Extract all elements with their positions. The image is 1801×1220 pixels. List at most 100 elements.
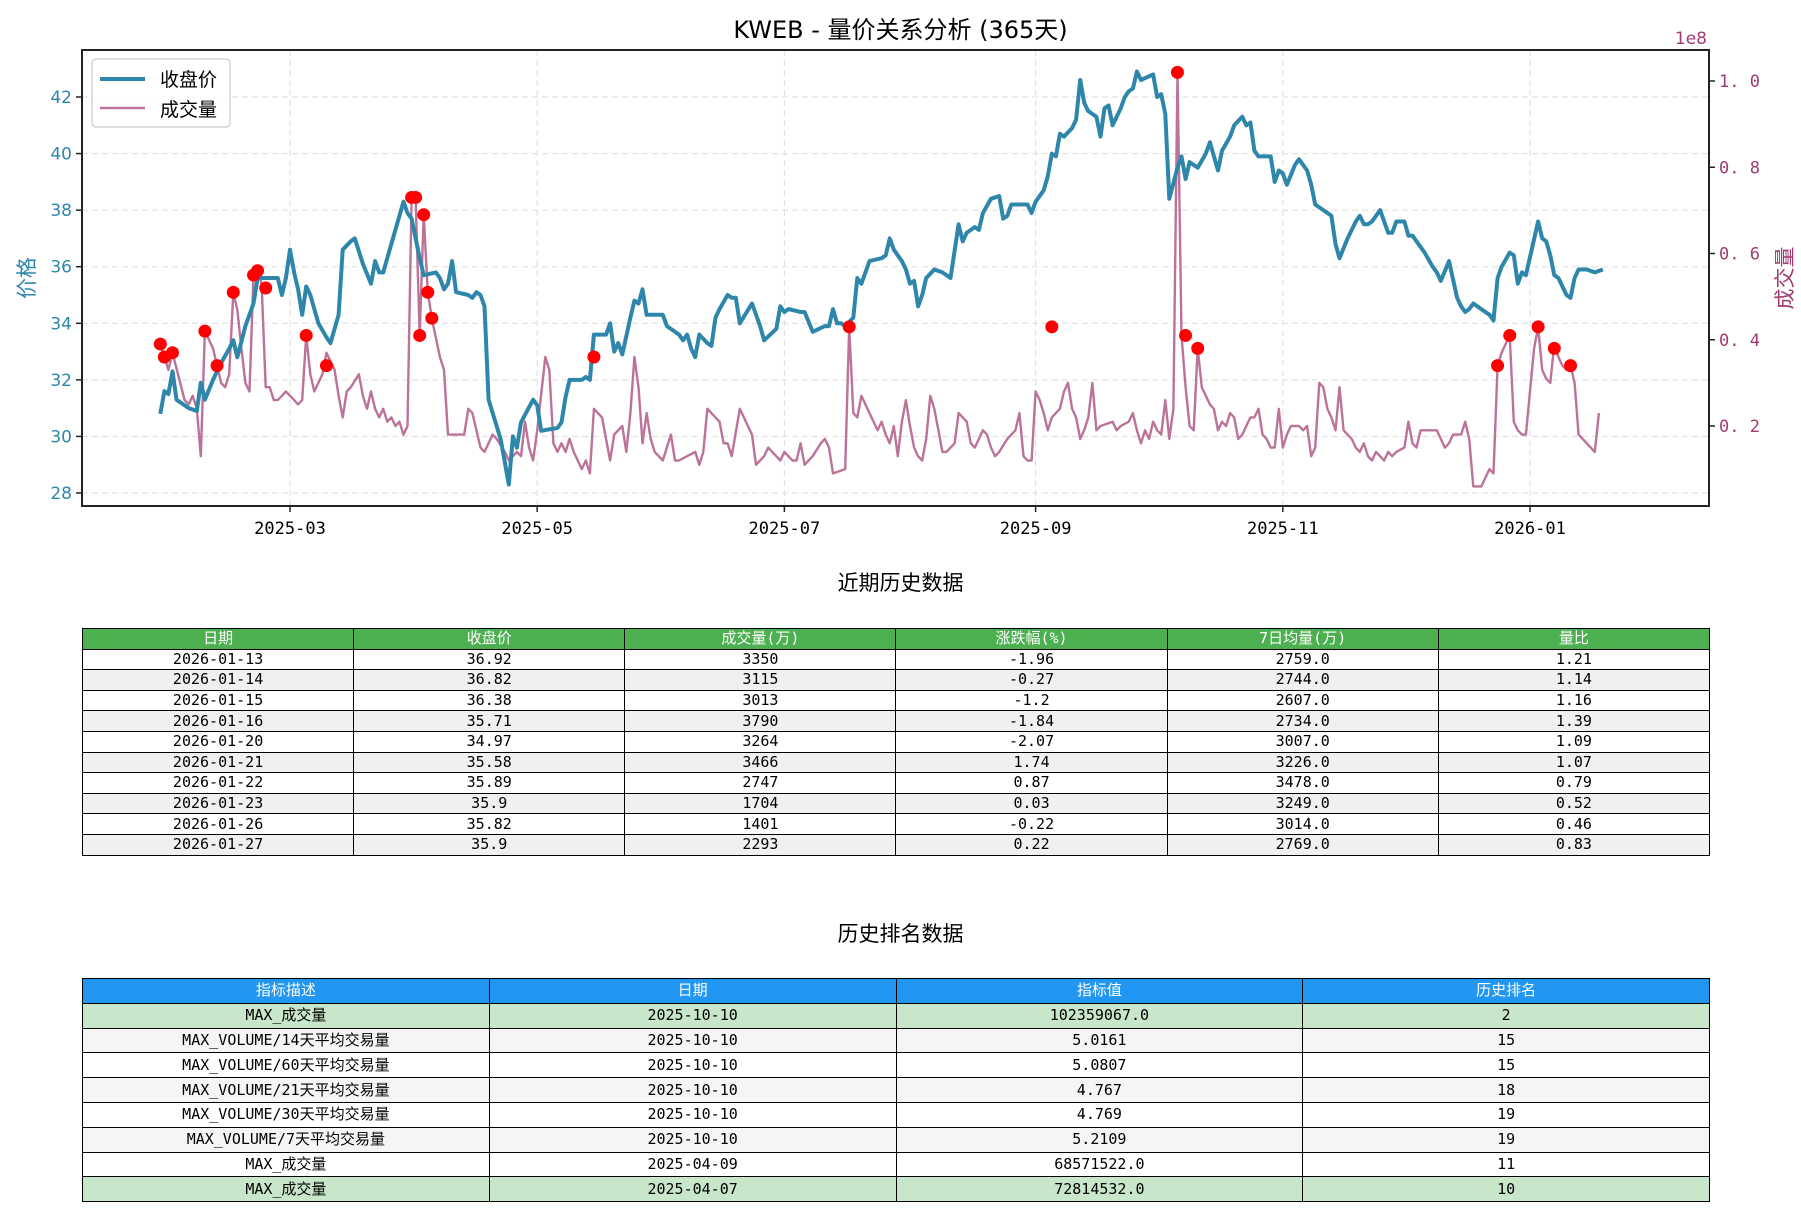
table-cell: 3264 xyxy=(624,730,897,753)
left-axis-tick: 42 xyxy=(50,88,72,108)
left-axis-tick: 38 xyxy=(50,201,72,221)
x-axis-tick: 2025-09 xyxy=(1000,519,1072,539)
table-cell: 3014.0 xyxy=(1166,813,1439,835)
table-cell: 0.46 xyxy=(1437,813,1711,835)
table-cell: 1.16 xyxy=(1437,689,1711,712)
right-axis-tick: 0. 8 xyxy=(1719,158,1760,178)
price-line xyxy=(158,69,1604,487)
table-cell: MAX_成交量 xyxy=(82,1002,490,1029)
x-axis-tick: 2025-05 xyxy=(501,519,573,539)
table-cell: -1.96 xyxy=(895,648,1168,671)
table-cell: 2293 xyxy=(624,833,897,856)
table-cell: 0.87 xyxy=(895,772,1168,794)
column-header: 涨跌幅(%) xyxy=(895,628,1168,650)
table-cell: 2026-01-20 xyxy=(81,730,355,753)
table-cell: 2026-01-22 xyxy=(81,772,355,794)
table-cell: 2026-01-13 xyxy=(81,648,355,671)
table-cell: 3249.0 xyxy=(1166,792,1439,815)
table-cell: MAX_成交量 xyxy=(82,1176,490,1203)
table-cell: 2025-10-10 xyxy=(488,1027,897,1054)
table-cell: -1.2 xyxy=(895,689,1168,712)
legend-label-price: 收盘价 xyxy=(160,69,217,91)
table-cell: 2759.0 xyxy=(1166,648,1439,671)
right-axis-offset: 1e8 xyxy=(1675,29,1707,49)
table-row: 2026-01-14 36.82 3115 -0.27 2744.0 1.14 xyxy=(81,669,1711,691)
chart-title: KWEB - 量价关系分析 (365天) xyxy=(733,16,1068,44)
right-axis-tick: 0. 2 xyxy=(1719,417,1760,437)
left-axis-tick: 34 xyxy=(50,314,72,334)
table-row: 2026-01-15 36.38 3013 -1.2 2607.0 1.16 xyxy=(81,689,1711,712)
table-row: 2026-01-22 35.89 2747 0.87 3478.0 0.79 xyxy=(81,772,1711,794)
plot-frame xyxy=(81,49,1710,507)
table-cell: 2744.0 xyxy=(1166,669,1439,691)
table-cell: -2.07 xyxy=(895,730,1168,753)
table-cell: 2025-10-10 xyxy=(488,1077,897,1103)
table-row: MAX_VOLUME/21天平均交易量 2025-10-10 4.767 18 xyxy=(82,1077,1710,1103)
table-cell: 15 xyxy=(1302,1052,1710,1079)
left-axis-tick: 30 xyxy=(50,427,72,447)
table-cell: 2026-01-27 xyxy=(81,833,355,856)
table-cell: 2025-10-10 xyxy=(488,1101,897,1128)
column-header: 收盘价 xyxy=(353,628,626,650)
table-cell: -1.84 xyxy=(895,710,1168,732)
table-cell: 1.14 xyxy=(1437,669,1711,691)
table-cell: 5.0807 xyxy=(895,1052,1304,1079)
table-row: MAX_VOLUME/14天平均交易量 2025-10-10 5.0161 15 xyxy=(82,1027,1710,1054)
table-cell: 3013 xyxy=(624,689,897,712)
table-cell: 35.9 xyxy=(353,833,626,856)
table-cell: MAX_成交量 xyxy=(82,1151,490,1178)
table-cell: 1.21 xyxy=(1437,648,1711,671)
volume-line xyxy=(159,71,1601,488)
table-cell: 10 xyxy=(1302,1176,1710,1203)
table-cell: 3478.0 xyxy=(1166,772,1439,794)
table-cell: 1.07 xyxy=(1437,751,1711,774)
column-header: 指标值 xyxy=(895,978,1304,1004)
right-axis-tick: 1. 0 xyxy=(1719,72,1760,92)
table-cell: 4.769 xyxy=(895,1101,1304,1128)
table-cell: MAX_VOLUME/21天平均交易量 xyxy=(82,1077,490,1103)
price-volume-chart: 28 30 32 34 36 38 40 42 0. 2 0. 4 0. 6 0. 8 1. 0 1e8 2… xyxy=(15,29,1797,539)
ranking-data-title: 历史排名数据 xyxy=(837,922,964,946)
table-cell: 2026-01-26 xyxy=(81,813,355,835)
table-cell: 0.22 xyxy=(895,833,1168,856)
table-cell: 35.71 xyxy=(353,710,626,732)
table-cell: 102359067.0 xyxy=(895,1002,1304,1029)
legend-label-volume: 成交量 xyxy=(160,99,217,121)
table-cell: 11 xyxy=(1302,1151,1710,1178)
table-cell: 2025-04-07 xyxy=(488,1176,897,1203)
x-axis-tick: 2025-07 xyxy=(749,519,821,539)
table-cell: 1.74 xyxy=(895,751,1168,774)
right-axis-tick: 0. 4 xyxy=(1719,331,1760,351)
table-cell: 2025-10-10 xyxy=(488,1002,897,1029)
volume-spike-markers xyxy=(153,65,1578,373)
recent-data-title: 近期历史数据 xyxy=(837,571,964,595)
table-cell: 1.39 xyxy=(1437,710,1711,732)
table-cell: -0.22 xyxy=(895,813,1168,835)
table-cell: 36.92 xyxy=(353,648,626,671)
table-row: 2026-01-26 35.82 1401 -0.22 3014.0 0.46 xyxy=(81,813,1711,835)
table-row: 2026-01-20 34.97 3264 -2.07 3007.0 1.09 xyxy=(81,730,1711,753)
table-cell: 0.83 xyxy=(1437,833,1711,856)
table-cell: 15 xyxy=(1302,1027,1710,1054)
column-header: 量比 xyxy=(1437,628,1711,650)
column-header: 日期 xyxy=(81,628,355,650)
table-cell: 3790 xyxy=(624,710,897,732)
table-cell: 34.97 xyxy=(353,730,626,753)
table-row: 2026-01-27 35.9 2293 0.22 2769.0 0.83 xyxy=(81,833,1711,856)
table-row: MAX_VOLUME/60天平均交易量 2025-10-10 5.0807 15 xyxy=(82,1052,1710,1079)
table-cell: 2747 xyxy=(624,772,897,794)
table-cell: 35.58 xyxy=(353,751,626,774)
table-cell: -0.27 xyxy=(895,669,1168,691)
table-cell: 3226.0 xyxy=(1166,751,1439,774)
table-cell: 5.2109 xyxy=(895,1126,1304,1153)
table-cell: 2769.0 xyxy=(1166,833,1439,856)
table-row: MAX_VOLUME/7天平均交易量 2025-10-10 5.2109 19 xyxy=(82,1126,1710,1153)
column-header: 日期 xyxy=(488,978,897,1004)
table-cell: 5.0161 xyxy=(895,1027,1304,1054)
table-cell: 2026-01-23 xyxy=(81,792,355,815)
table-cell: 19 xyxy=(1302,1126,1710,1153)
table-row: 2026-01-23 35.9 1704 0.03 3249.0 0.52 xyxy=(81,792,1711,815)
table-cell: MAX_VOLUME/14天平均交易量 xyxy=(82,1027,490,1054)
table-cell: 2734.0 xyxy=(1166,710,1439,732)
